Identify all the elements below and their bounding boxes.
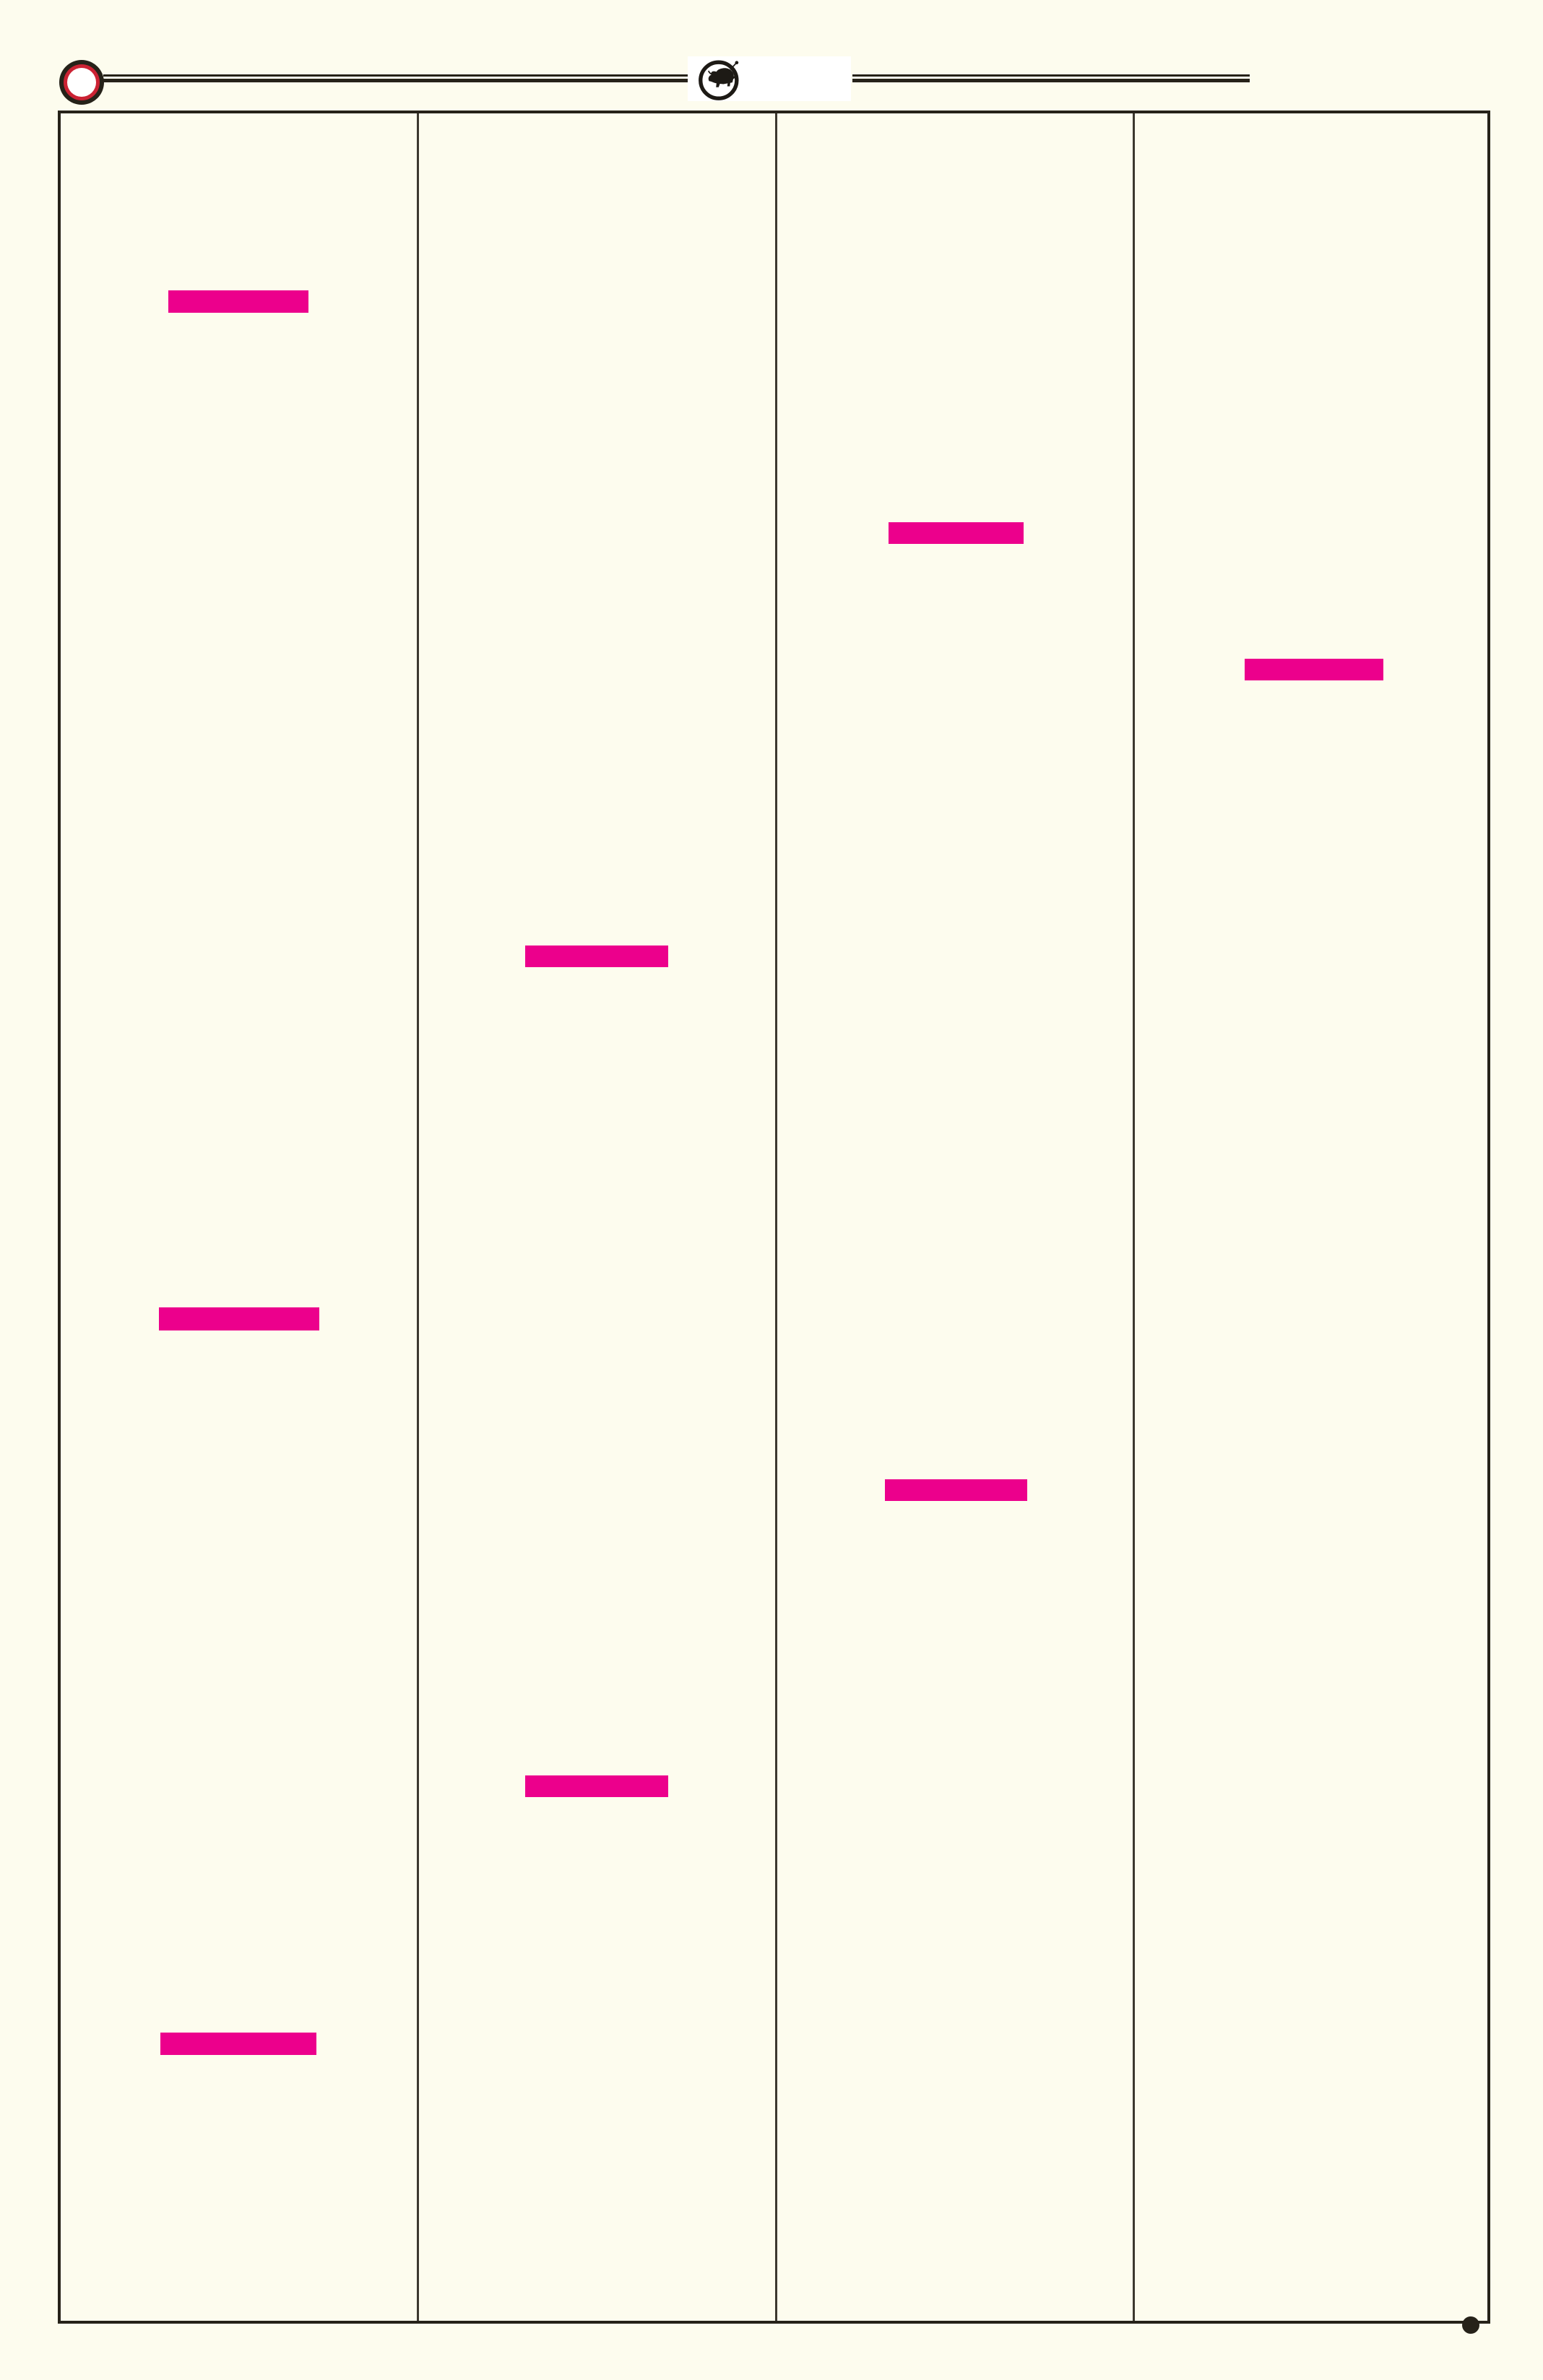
placeholder-bar xyxy=(525,945,668,967)
corner-dot xyxy=(1462,2316,1479,2334)
header-rule-left xyxy=(103,74,692,82)
placeholder-bar xyxy=(889,522,1024,544)
placeholder-bar xyxy=(168,290,308,313)
header-rule-right xyxy=(852,74,1250,82)
ring-ornament xyxy=(59,60,104,105)
column-divider xyxy=(417,113,419,2321)
panel-frame xyxy=(58,111,1490,2324)
bull-emblem-icon xyxy=(698,57,741,102)
placeholder-bar xyxy=(159,1307,319,1330)
ring-ornament-core xyxy=(67,68,96,97)
placeholder-bar xyxy=(160,2033,316,2055)
column-divider xyxy=(1133,113,1135,2321)
placeholder-bar xyxy=(885,1479,1027,1501)
placeholder-bar xyxy=(525,1775,668,1797)
column-divider xyxy=(775,113,777,2321)
placeholder-bar xyxy=(1245,659,1383,680)
